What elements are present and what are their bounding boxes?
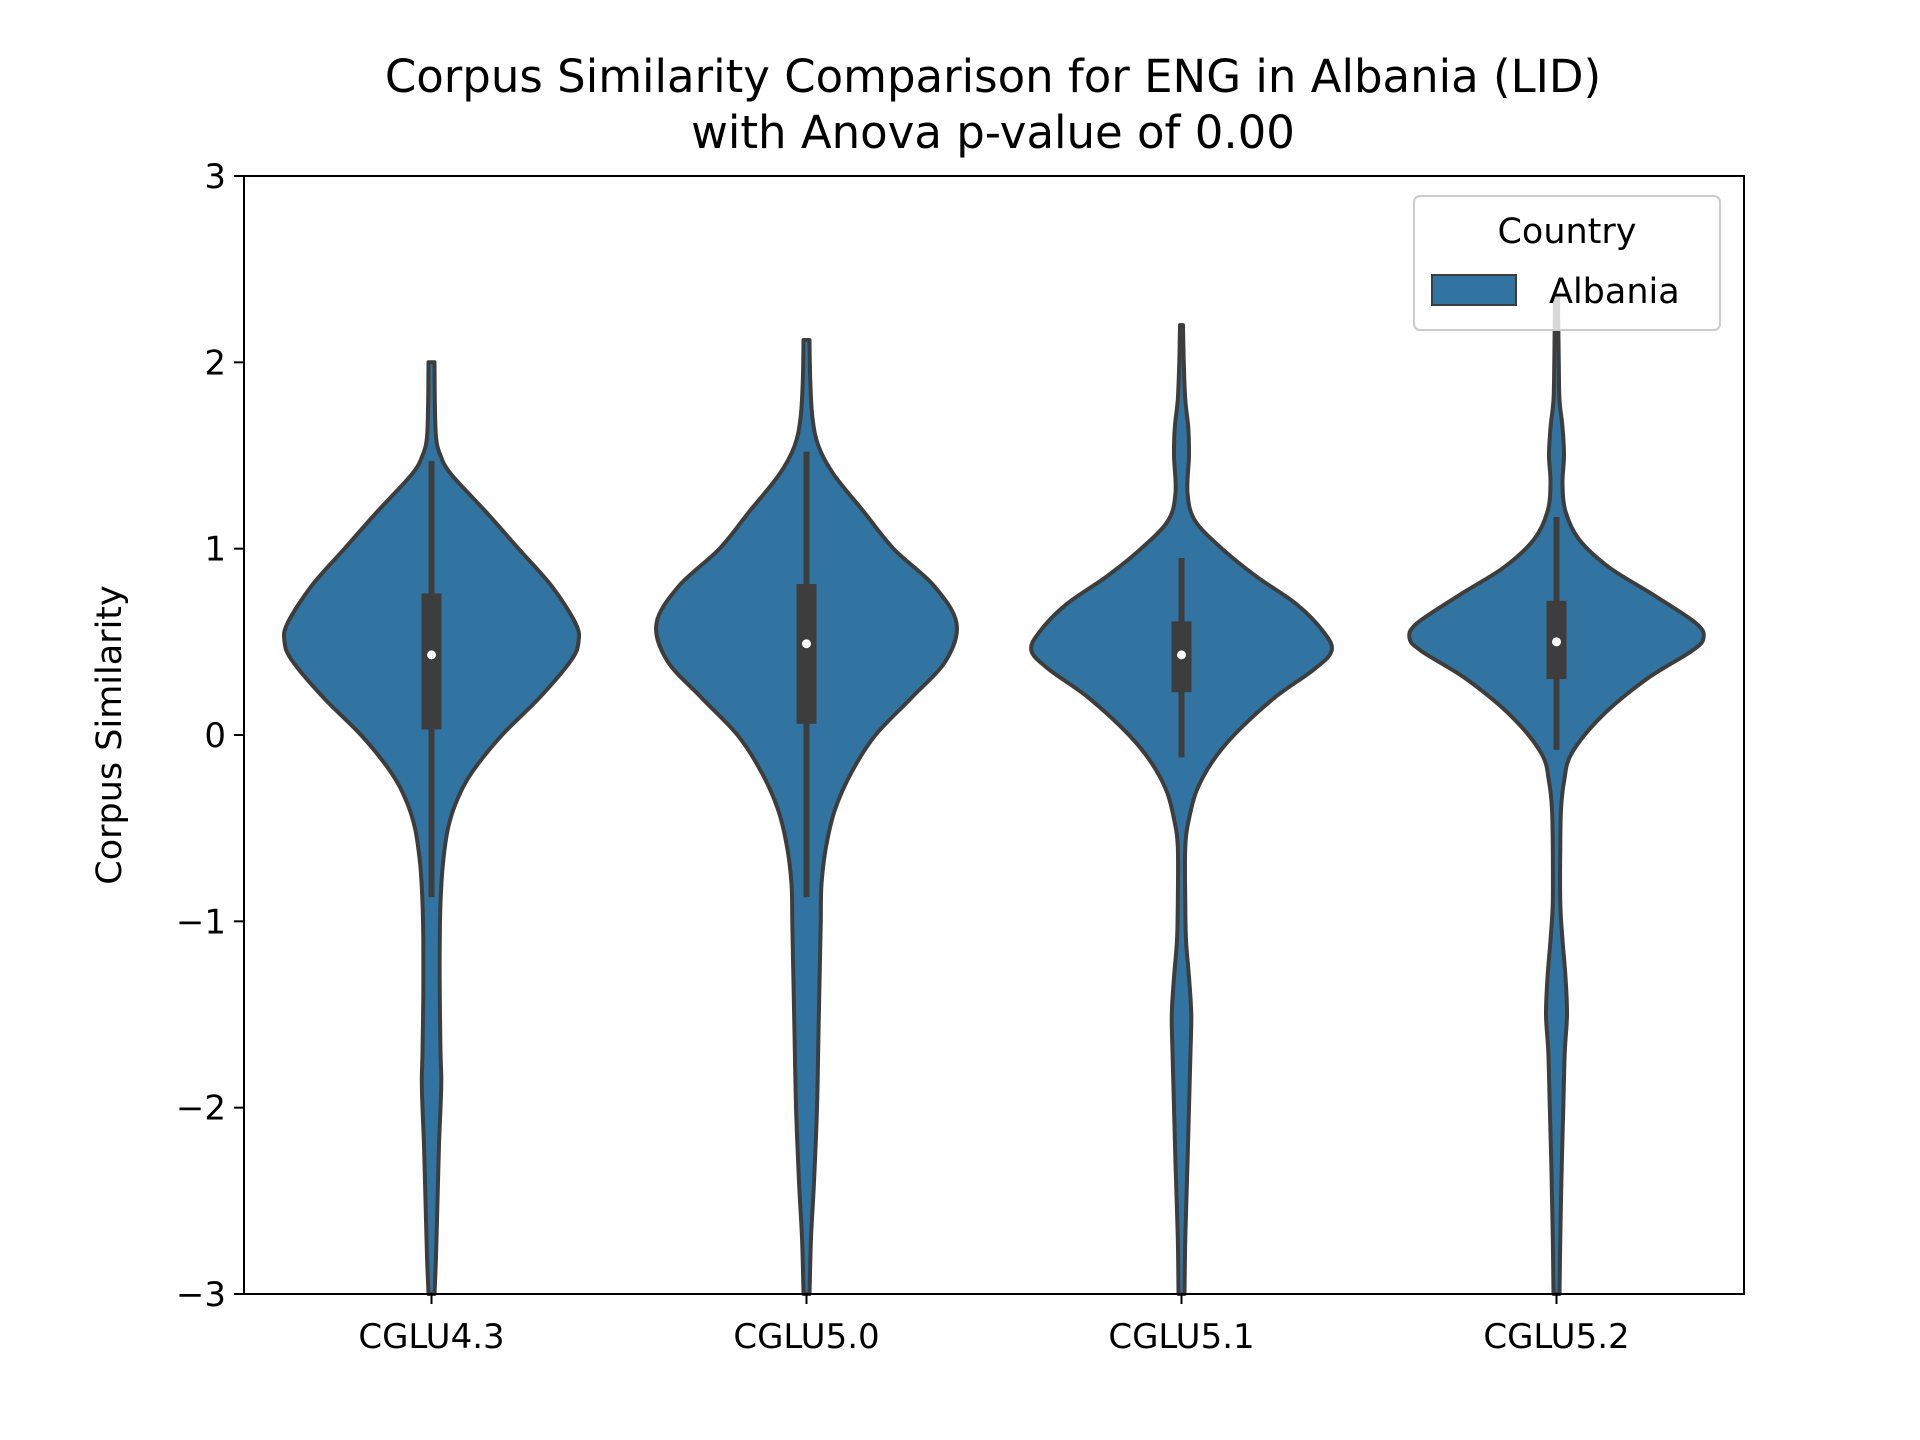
y-tick-label: 1 bbox=[204, 530, 226, 570]
violin-body bbox=[1407, 295, 1706, 1296]
violin-cglu5-1 bbox=[1029, 323, 1334, 1296]
legend-swatch-albania bbox=[1431, 274, 1517, 306]
chart-title-line-1: Corpus Similarity Comparison for ENG in … bbox=[385, 50, 1601, 103]
violin-median-dot bbox=[427, 650, 436, 660]
legend: Country Albania bbox=[1413, 195, 1721, 331]
y-axis-label: Corpus Similarity bbox=[90, 585, 130, 884]
x-tick-label: CGLU5.2 bbox=[1483, 1317, 1629, 1357]
legend-entry-albania: Albania bbox=[1549, 272, 1680, 312]
violin-body bbox=[1029, 323, 1334, 1296]
legend-title: Country bbox=[1497, 212, 1636, 252]
y-tick-label: −3 bbox=[176, 1275, 226, 1315]
chart-title-line-2: with Anova p-value of 0.00 bbox=[691, 106, 1295, 159]
y-tick-label: −2 bbox=[176, 1089, 226, 1129]
violin-median-dot bbox=[1552, 637, 1561, 647]
x-axis-ticks: CGLU4.3 CGLU5.0 CGLU5.1 CGLU5.2 bbox=[358, 1294, 1630, 1357]
violin-median-dot bbox=[802, 639, 811, 649]
violin-iqr-box bbox=[796, 584, 817, 724]
x-tick-label: CGLU5.1 bbox=[1108, 1317, 1254, 1357]
x-tick-label: CGLU4.3 bbox=[358, 1317, 504, 1357]
violin-cglu5-2 bbox=[1407, 295, 1706, 1296]
y-axis-ticks: 3 2 1 0 −1 −2 −3 bbox=[176, 157, 244, 1315]
violins-layer bbox=[281, 295, 1706, 1296]
y-tick-label: −1 bbox=[176, 902, 226, 942]
violin-cglu5-0 bbox=[654, 338, 959, 1296]
y-tick-label: 3 bbox=[204, 157, 226, 197]
violin-cglu4-3 bbox=[281, 360, 582, 1296]
y-tick-label: 0 bbox=[204, 716, 226, 756]
violin-iqr-box bbox=[421, 593, 442, 730]
y-tick-label: 2 bbox=[204, 343, 226, 383]
x-tick-label: CGLU5.0 bbox=[733, 1317, 879, 1357]
violin-median-dot bbox=[1177, 650, 1186, 660]
